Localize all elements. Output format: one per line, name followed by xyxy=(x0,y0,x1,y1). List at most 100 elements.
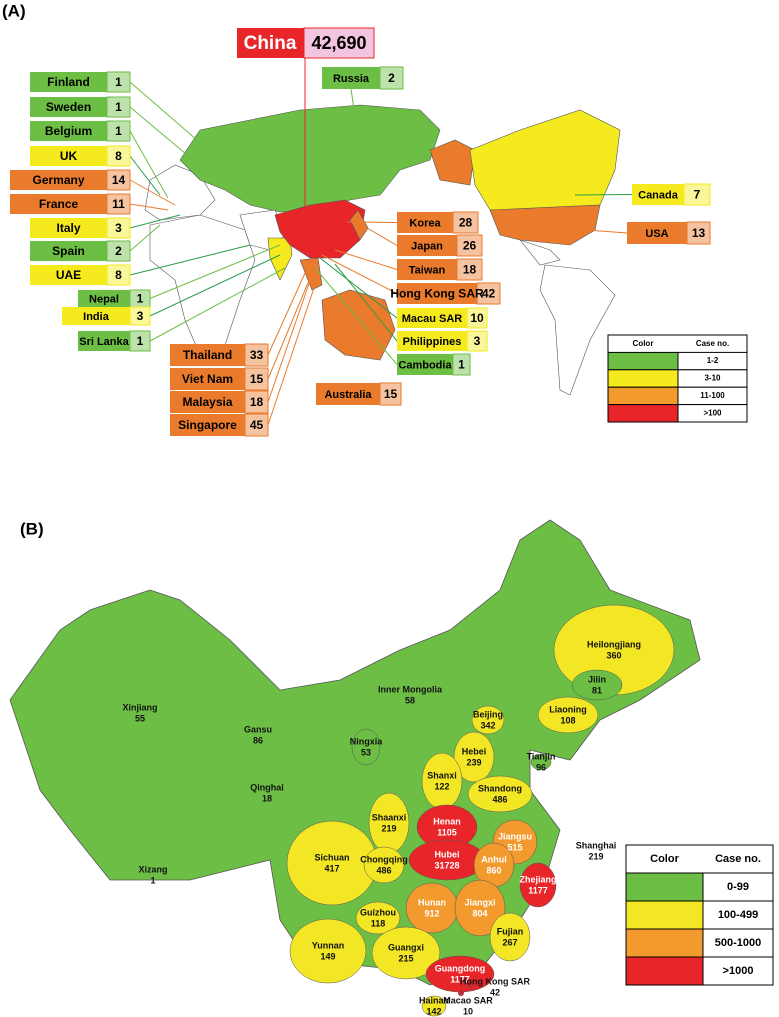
province-name: Macao SAR xyxy=(443,995,493,1005)
leader-line xyxy=(129,244,251,276)
province-region xyxy=(519,862,557,908)
province-name: Anhui xyxy=(481,854,507,864)
country-value-box xyxy=(129,306,151,326)
legend-header: Color xyxy=(650,853,679,865)
province-name: Ningxia xyxy=(350,736,384,746)
province-name: Hong Kong SAR xyxy=(460,976,530,986)
country-value-box xyxy=(466,330,488,352)
legend-header: Case no. xyxy=(696,339,729,348)
country-value: 2 xyxy=(388,71,395,85)
country-name: Philippines xyxy=(403,336,462,348)
country-value-box xyxy=(456,258,483,281)
country-name: USA xyxy=(645,228,668,240)
province-name: Zhejiang xyxy=(519,874,556,884)
leader-line xyxy=(149,267,286,342)
country-value: 18 xyxy=(463,263,477,277)
leader-line xyxy=(267,281,317,426)
province-name: Yunnan xyxy=(312,940,345,950)
country-name: UK xyxy=(60,149,78,163)
country-value-box xyxy=(244,413,269,437)
leader-line xyxy=(129,214,181,229)
province-name: Jiangsu xyxy=(498,831,532,841)
country-name-box xyxy=(170,414,245,436)
country-value-box xyxy=(129,330,151,352)
leader-line xyxy=(129,81,221,161)
leader-line xyxy=(129,130,169,199)
province-value: 219 xyxy=(588,851,603,861)
country-value: 42 xyxy=(482,287,496,301)
country-name: Australia xyxy=(324,389,372,401)
country-name: Sweden xyxy=(46,100,91,114)
province-value: 215 xyxy=(398,953,413,963)
legend-range: 11-100 xyxy=(700,391,725,400)
legend-range: 0-99 xyxy=(727,881,749,893)
country-name-box xyxy=(30,241,107,261)
country-name-box xyxy=(170,368,245,390)
country-value-box xyxy=(476,282,501,305)
country-name-box xyxy=(30,218,107,238)
legend-range: 500-1000 xyxy=(715,937,762,949)
country-name-box xyxy=(397,259,457,280)
province-name: Qinghai xyxy=(250,782,284,792)
country-name-box xyxy=(30,121,107,141)
province-name: Henan xyxy=(433,816,461,826)
leader-line xyxy=(149,244,281,299)
leader-line xyxy=(129,106,206,171)
country-value-box xyxy=(106,217,131,239)
country-name-box xyxy=(30,146,107,166)
leader-line xyxy=(129,155,161,196)
country-value-box xyxy=(106,96,131,118)
province-region xyxy=(453,731,495,783)
leader-line xyxy=(129,203,169,211)
country-value-box xyxy=(466,307,488,329)
legend-swatch xyxy=(625,900,704,930)
country-value: 1 xyxy=(115,100,122,114)
country-name-box xyxy=(170,344,245,366)
country-value: 18 xyxy=(250,395,264,409)
country-name-box xyxy=(30,72,107,92)
province-region xyxy=(363,846,405,884)
country-name-box xyxy=(322,67,380,89)
country-value: 33 xyxy=(250,348,264,362)
country-value: 10 xyxy=(470,311,484,325)
province-value: 1177 xyxy=(450,974,470,984)
province-name: Chongqing xyxy=(360,854,407,864)
country-name: Singapore xyxy=(178,418,237,432)
province-region xyxy=(421,995,447,1017)
country-value: 15 xyxy=(250,372,264,386)
legend-cell xyxy=(702,928,774,958)
country-value: 3 xyxy=(115,221,122,235)
province-name: Jiangxi xyxy=(464,897,495,907)
leader-line xyxy=(559,227,628,234)
province-value: 122 xyxy=(434,781,449,791)
country-name-box xyxy=(627,222,687,244)
province-value: 96 xyxy=(536,762,546,772)
country-value-box xyxy=(106,169,131,191)
province-name: Shaanxi xyxy=(372,812,407,822)
country-name-box xyxy=(170,391,245,413)
world-map xyxy=(144,104,621,396)
country-name: Korea xyxy=(409,217,441,229)
country-value: 11 xyxy=(112,197,125,211)
province-name: Beijing xyxy=(473,709,503,719)
country-name-box xyxy=(397,212,453,233)
country-name-box xyxy=(30,265,107,285)
legend-header: Color xyxy=(633,339,654,348)
china-value-box xyxy=(303,27,375,59)
china-name: China xyxy=(244,33,297,54)
country-name: Germany xyxy=(32,173,84,187)
province-value: 860 xyxy=(486,865,501,875)
leader-line xyxy=(321,254,398,294)
country-value: 15 xyxy=(384,387,398,401)
province-name: Guizhou xyxy=(360,907,396,917)
country-value-box xyxy=(686,221,711,245)
leader-line xyxy=(129,224,161,252)
province-value: 1 xyxy=(150,875,155,885)
province-region xyxy=(530,753,552,771)
province-region xyxy=(537,696,599,734)
province-value: 267 xyxy=(502,937,517,947)
country-name-box xyxy=(397,331,467,351)
province-region xyxy=(471,705,505,735)
country-name-box xyxy=(397,308,467,328)
country-name-box xyxy=(10,194,107,214)
